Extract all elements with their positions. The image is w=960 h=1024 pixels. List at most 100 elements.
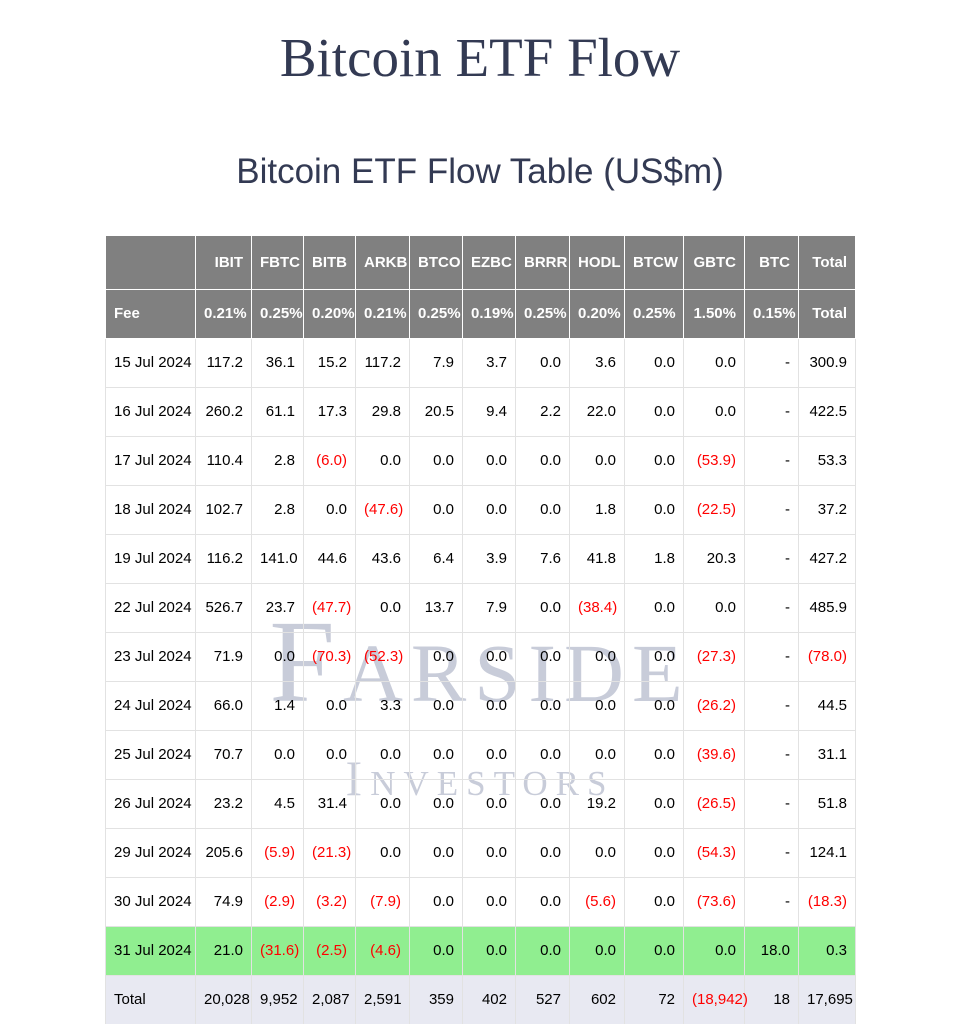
- cell-ezbc: 0.0: [462, 778, 516, 829]
- cell-total: 300.9: [798, 337, 856, 388]
- table-row: 18 Jul 2024 102.7 2.8 0.0 (47.6) 0.0 0.0 0.0 1.8…: [105, 484, 856, 535]
- total-total: 17,695: [798, 974, 856, 1024]
- cell-fbtc: 36.1: [251, 337, 304, 388]
- cell-total: (18.3): [798, 876, 856, 927]
- column-header-ezbc: EZBC: [462, 234, 516, 290]
- cell-bitb: 0.0: [303, 680, 356, 731]
- cell-brrr: 2.2: [515, 386, 570, 437]
- cell-btc: -: [744, 533, 799, 584]
- cell-btc: 18.0: [744, 925, 799, 976]
- cell-brrr: 0.0: [515, 778, 570, 829]
- cell-btcw: 0.0: [624, 386, 684, 437]
- cell-fbtc: 61.1: [251, 386, 304, 437]
- cell-gbtc: (22.5): [683, 484, 745, 535]
- cell-gbtc: (54.3): [683, 827, 745, 878]
- fee-value-bitb: 0.20%: [303, 288, 356, 339]
- cell-ezbc: 0.0: [462, 876, 516, 927]
- row-date: 16 Jul 2024: [105, 386, 196, 437]
- column-header-gbtc: GBTC: [683, 234, 745, 290]
- fee-value-ezbc: 0.19%: [462, 288, 516, 339]
- cell-hodl: 1.8: [569, 484, 625, 535]
- cell-btco: 13.7: [409, 582, 463, 633]
- row-date: 25 Jul 2024: [105, 729, 196, 780]
- cell-fbtc: 0.0: [251, 631, 304, 682]
- fee-row-label: Fee: [105, 288, 196, 339]
- cell-ezbc: 0.0: [462, 827, 516, 878]
- total-fbtc: 9,952: [251, 974, 304, 1024]
- cell-total: 51.8: [798, 778, 856, 829]
- cell-ezbc: 7.9: [462, 582, 516, 633]
- column-header-arkb: ARKB: [355, 234, 410, 290]
- cell-btco: 7.9: [409, 337, 463, 388]
- row-date: 19 Jul 2024: [105, 533, 196, 584]
- row-date: 22 Jul 2024: [105, 582, 196, 633]
- cell-ibit: 117.2: [195, 337, 252, 388]
- cell-btcw: 0.0: [624, 435, 684, 486]
- cell-brrr: 0.0: [515, 484, 570, 535]
- cell-bitb: 44.6: [303, 533, 356, 584]
- total-row: Total 20,028 9,952 2,087 2,591 359 402 527 602 72…: [105, 974, 856, 1024]
- cell-btco: 0.0: [409, 778, 463, 829]
- cell-arkb: 3.3: [355, 680, 410, 731]
- total-hodl: 602: [569, 974, 625, 1024]
- total-brrr: 527: [515, 974, 570, 1024]
- cell-fbtc: (2.9): [251, 876, 304, 927]
- cell-total: 31.1: [798, 729, 856, 780]
- total-row-label: Total: [105, 974, 196, 1024]
- table-row: 30 Jul 2024 74.9 (2.9) (3.2) (7.9) 0.0 0.0 0.0(…: [105, 876, 856, 927]
- page-title: Bitcoin ETF Flow: [279, 27, 681, 88]
- cell-btc: -: [744, 876, 799, 927]
- cell-ibit: 21.0: [195, 925, 252, 976]
- fee-value-btco: 0.25%: [409, 288, 463, 339]
- cell-ezbc: 0.0: [462, 680, 516, 731]
- cell-bitb: (2.5): [303, 925, 356, 976]
- cell-btcw: 0.0: [624, 778, 684, 829]
- cell-ibit: 74.9: [195, 876, 252, 927]
- cell-fbtc: 141.0: [251, 533, 304, 584]
- cell-ezbc: 3.7: [462, 337, 516, 388]
- cell-btc: -: [744, 435, 799, 486]
- cell-btc: -: [744, 729, 799, 780]
- cell-ibit: 70.7: [195, 729, 252, 780]
- cell-ibit: 66.0: [195, 680, 252, 731]
- cell-hodl: 22.0: [569, 386, 625, 437]
- etf-flow-table: IBIT FBTC BITB ARKB BTCO EZBC BRRR HODL BTCW GBTC…: [105, 234, 856, 1024]
- cell-btcw: 0.0: [624, 876, 684, 927]
- cell-gbtc: (73.6): [683, 876, 745, 927]
- fee-value-brrr: 0.25%: [515, 288, 570, 339]
- cell-total: 0.3: [798, 925, 856, 976]
- cell-ibit: 116.2: [195, 533, 252, 584]
- cell-brrr: 0.0: [515, 925, 570, 976]
- cell-fbtc: 2.8: [251, 435, 304, 486]
- column-header-brrr: BRRR: [515, 234, 570, 290]
- cell-ibit: 23.2: [195, 778, 252, 829]
- cell-btco: 0.0: [409, 729, 463, 780]
- cell-ibit: 71.9: [195, 631, 252, 682]
- cell-total: 44.5: [798, 680, 856, 731]
- cell-ezbc: 0.0: [462, 925, 516, 976]
- fee-value-btc: 0.15%: [744, 288, 799, 339]
- column-header-bitb: BITB: [303, 234, 356, 290]
- column-header-btcw: BTCW: [624, 234, 684, 290]
- cell-ezbc: 0.0: [462, 484, 516, 535]
- cell-total: (78.0): [798, 631, 856, 682]
- cell-ibit: 205.6: [195, 827, 252, 878]
- cell-arkb: (7.9): [355, 876, 410, 927]
- cell-gbtc: 0.0: [683, 386, 745, 437]
- cell-fbtc: 1.4: [251, 680, 304, 731]
- fee-value-ibit: 0.21%: [195, 288, 252, 339]
- column-header-btco: BTCO: [409, 234, 463, 290]
- cell-btc: -: [744, 582, 799, 633]
- column-header-hodl: HODL: [569, 234, 625, 290]
- cell-btc: -: [744, 386, 799, 437]
- column-header-ibit: IBIT: [195, 234, 252, 290]
- cell-btc: -: [744, 337, 799, 388]
- fee-value-arkb: 0.21%: [355, 288, 410, 339]
- column-header-total: Total: [798, 234, 856, 290]
- cell-btco: 0.0: [409, 827, 463, 878]
- cell-btcw: 1.8: [624, 533, 684, 584]
- cell-ibit: 102.7: [195, 484, 252, 535]
- cell-btc: -: [744, 778, 799, 829]
- row-date: 24 Jul 2024: [105, 680, 196, 731]
- cell-btcw: 0.0: [624, 680, 684, 731]
